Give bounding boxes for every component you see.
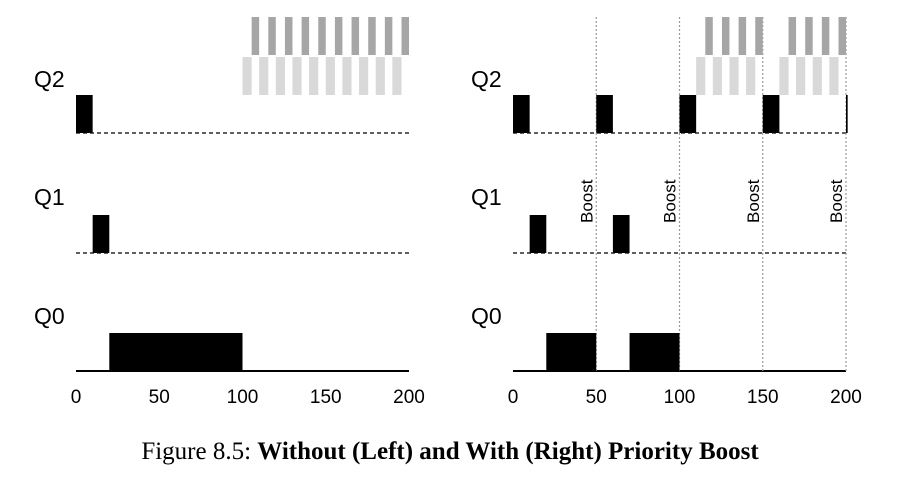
left-short-job-1-slice-5-top xyxy=(318,17,326,55)
right-queue-label-q2: Q2 xyxy=(471,66,502,92)
right-long-job-segment-9 xyxy=(846,95,848,133)
right-short-job-1-slice-4-top xyxy=(755,17,763,55)
right-short-job-2-slice-2-bottom xyxy=(796,57,806,95)
left-short-job-1-slice-3-top xyxy=(284,17,293,55)
left-x-tick-label-0: 0 xyxy=(71,387,82,408)
right-long-job-segment-6 xyxy=(629,333,680,371)
left-short-job-1-slice-7-top xyxy=(351,17,360,55)
right-short-job-1-slice-2-top xyxy=(721,17,730,55)
right-short-job-1-slice-1-top xyxy=(705,17,713,55)
right-short-job-2-slice-3-top xyxy=(821,17,830,55)
right-short-job-1-slice-2-bottom xyxy=(712,57,722,95)
right-x-tick-label-0: 0 xyxy=(508,387,519,408)
right-boost-label-2: Boost xyxy=(661,179,680,223)
caption-prefix: Figure 8.5: xyxy=(141,438,258,465)
right-boost-label-4: Boost xyxy=(827,179,846,223)
left-long-job-segment-2 xyxy=(92,215,110,253)
right-short-job-1-slice-1-bottom xyxy=(696,57,706,95)
left-short-job-1-slice-2-top xyxy=(268,17,276,55)
right-queue-label-q1: Q1 xyxy=(471,184,502,210)
right-long-job-segment-4 xyxy=(596,95,613,133)
left-short-job-1-slice-3-bottom xyxy=(275,57,285,95)
left-long-job-segment-3 xyxy=(109,333,243,371)
right-short-job-2-slice-4-top xyxy=(838,17,846,55)
right-x-tick-label-200: 200 xyxy=(830,387,862,408)
right-short-job-2-slice-1-bottom xyxy=(779,57,789,95)
right-short-job-1-slice-3-bottom xyxy=(729,57,739,95)
right-short-job-2-slice-2-top xyxy=(805,17,813,55)
left-long-job-segment-1 xyxy=(76,95,93,133)
right-long-job-segment-2 xyxy=(529,215,547,253)
left-short-job-1-slice-10-bottom xyxy=(392,57,402,95)
left-queue-label-q2: Q2 xyxy=(34,66,65,92)
right-x-tick-label-100: 100 xyxy=(664,387,696,408)
left-x-tick-label-50: 50 xyxy=(149,387,170,408)
left-short-job-1-slice-2-bottom xyxy=(259,57,269,95)
left-short-job-1-slice-6-top xyxy=(334,17,343,55)
right-short-job-2-slice-4-bottom xyxy=(829,57,839,95)
right-long-job-segment-5 xyxy=(612,215,630,253)
left-x-tick-label-150: 150 xyxy=(310,387,342,408)
figure-caption: Figure 8.5: Without (Left) and With (Rig… xyxy=(0,438,900,466)
left-short-job-1-slice-10-top xyxy=(401,17,409,55)
right-short-job-2-slice-1-top xyxy=(788,17,797,55)
left-short-job-1-slice-9-bottom xyxy=(375,57,385,95)
right-x-tick-label-50: 50 xyxy=(586,387,607,408)
left-x-tick-label-100: 100 xyxy=(227,387,259,408)
right-short-job-2-slice-3-bottom xyxy=(812,57,822,95)
right-long-job-segment-8 xyxy=(762,95,780,133)
right-long-job-segment-1 xyxy=(513,95,530,133)
right-short-job-1-slice-3-top xyxy=(738,17,747,55)
left-short-job-1-slice-7-bottom xyxy=(342,57,352,95)
left-short-job-1-slice-5-bottom xyxy=(309,57,319,95)
left-x-tick-label-200: 200 xyxy=(393,387,425,408)
left-short-job-1-slice-8-top xyxy=(368,17,376,55)
right-boost-label-1: Boost xyxy=(577,179,596,223)
left-short-job-1-slice-6-bottom xyxy=(325,57,335,95)
right-x-tick-label-150: 150 xyxy=(747,387,779,408)
right-long-job-segment-3 xyxy=(546,333,597,371)
left-short-job-1-slice-8-bottom xyxy=(359,57,369,95)
left-short-job-1-slice-4-bottom xyxy=(292,57,302,95)
right-queue-label-q0: Q0 xyxy=(471,303,502,329)
left-queue-label-q0: Q0 xyxy=(34,303,65,329)
left-queue-label-q1: Q1 xyxy=(34,184,65,210)
right-boost-label-3: Boost xyxy=(744,179,763,223)
right-long-job-segment-7 xyxy=(679,95,697,133)
left-short-job-1-slice-9-top xyxy=(384,17,393,55)
left-short-job-1-slice-1-bottom xyxy=(242,57,252,95)
right-short-job-1-slice-4-bottom xyxy=(746,57,756,95)
caption-title: Without (Left) and With (Right) Priority… xyxy=(257,438,759,465)
left-short-job-1-slice-1-top xyxy=(251,17,260,55)
left-short-job-1-slice-4-top xyxy=(301,17,310,55)
